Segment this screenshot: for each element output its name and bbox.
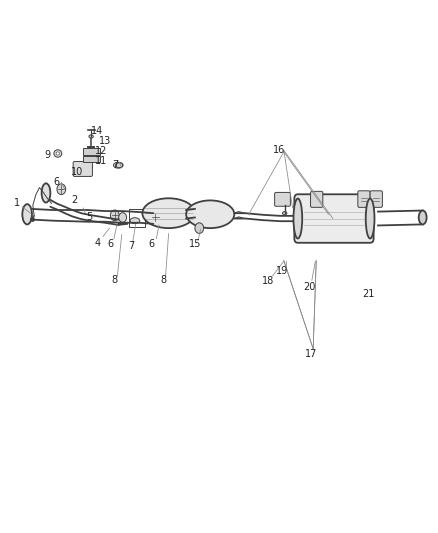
FancyBboxPatch shape <box>73 161 92 176</box>
Bar <box>83 156 100 162</box>
Text: 2: 2 <box>71 195 78 205</box>
Text: 16: 16 <box>273 146 286 155</box>
Text: 6: 6 <box>107 239 113 249</box>
Ellipse shape <box>142 198 195 228</box>
Text: 7: 7 <box>113 160 119 170</box>
Ellipse shape <box>113 162 123 168</box>
Circle shape <box>57 184 66 195</box>
Ellipse shape <box>89 135 93 138</box>
Text: 6: 6 <box>53 177 59 187</box>
Text: 20: 20 <box>303 282 315 292</box>
Text: 5: 5 <box>87 213 93 222</box>
Text: 10: 10 <box>71 167 83 176</box>
Ellipse shape <box>366 199 374 239</box>
Text: 8: 8 <box>161 275 167 285</box>
Text: 6: 6 <box>148 239 154 249</box>
FancyBboxPatch shape <box>370 191 382 207</box>
Text: 12: 12 <box>95 147 107 156</box>
FancyBboxPatch shape <box>358 191 370 207</box>
Ellipse shape <box>42 183 50 203</box>
Text: 1: 1 <box>14 198 20 207</box>
Text: 17: 17 <box>305 350 317 359</box>
Ellipse shape <box>116 163 123 168</box>
Text: 11: 11 <box>95 156 107 166</box>
Text: 21: 21 <box>363 289 375 299</box>
Text: 7: 7 <box>128 241 134 251</box>
FancyBboxPatch shape <box>311 191 323 207</box>
Text: 15: 15 <box>189 239 201 249</box>
Ellipse shape <box>130 217 140 224</box>
FancyBboxPatch shape <box>275 192 290 206</box>
Circle shape <box>119 213 127 222</box>
Text: 13: 13 <box>99 136 111 146</box>
Ellipse shape <box>419 211 427 224</box>
Circle shape <box>158 215 166 224</box>
Ellipse shape <box>54 150 62 157</box>
Ellipse shape <box>22 204 32 224</box>
Ellipse shape <box>283 212 287 215</box>
Bar <box>129 209 145 227</box>
Text: 14: 14 <box>91 126 103 135</box>
Text: 4: 4 <box>95 238 101 247</box>
Ellipse shape <box>56 152 60 155</box>
Bar <box>83 148 100 155</box>
Ellipse shape <box>293 199 302 239</box>
Circle shape <box>110 210 119 221</box>
Text: 8: 8 <box>112 275 118 285</box>
FancyBboxPatch shape <box>294 195 374 243</box>
Text: 9: 9 <box>44 150 50 159</box>
Circle shape <box>195 223 204 233</box>
Circle shape <box>151 212 160 223</box>
Text: 19: 19 <box>276 266 289 276</box>
Text: 18: 18 <box>262 277 274 286</box>
Ellipse shape <box>186 200 234 228</box>
